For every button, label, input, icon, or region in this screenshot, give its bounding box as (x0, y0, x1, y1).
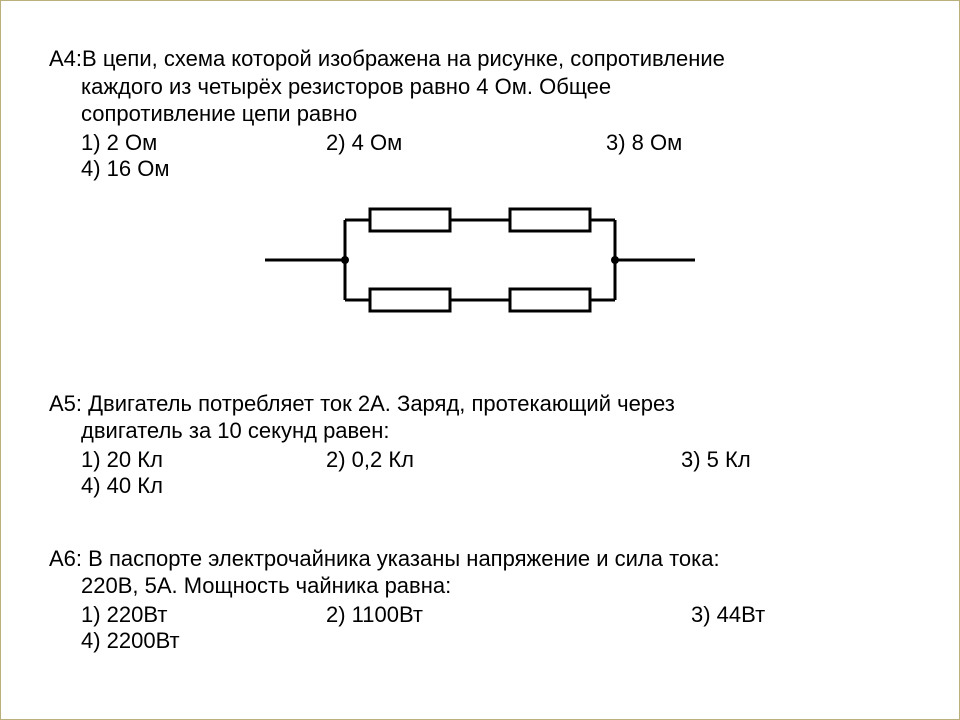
option-a4-3: 3) 8 Ом (606, 130, 861, 156)
option-a5-4: 4) 40 Кл (81, 473, 911, 499)
spacer-2 (49, 519, 911, 545)
question-a4-line1: В цепи, схема которой изображена на рису… (82, 46, 725, 71)
question-a4-text: А4:В цепи, схема которой изображена на р… (49, 45, 911, 128)
question-a4: А4:В цепи, схема которой изображена на р… (49, 45, 911, 320)
resistor-top-1 (370, 209, 450, 231)
question-a4-line3: сопротивление цепи равно (49, 100, 911, 128)
question-a6-line1: В паспорте электрочайника указаны напряж… (88, 546, 719, 571)
option-a6-2: 2) 1100Вт (326, 602, 691, 628)
question-a5-options: 1) 20 Кл 2) 0,2 Кл 3) 5 Кл 4) 40 Кл (49, 447, 911, 499)
option-a4-1: 1) 2 Ом (81, 130, 326, 156)
spacer-1 (49, 350, 911, 390)
question-a5: А5: Двигатель потребляет ток 2А. Заряд, … (49, 390, 911, 499)
question-a6-text: А6: В паспорте электрочайника указаны на… (49, 545, 911, 600)
question-a5-label: А5: (49, 391, 82, 416)
question-a4-options: 1) 2 Ом 2) 4 Ом 3) 8 Ом 4) 16 Ом (49, 130, 911, 182)
question-a6-line2: 220В, 5А. Мощность чайника равна: (49, 572, 911, 600)
question-a4-label: А4: (49, 46, 82, 71)
question-a5-line2: двигатель за 10 секунд равен: (49, 417, 911, 445)
option-a6-4: 4) 2200Вт (81, 628, 911, 654)
option-a6-3: 3) 44Вт (691, 602, 765, 628)
resistor-bot-2 (510, 289, 590, 311)
resistor-top-2 (510, 209, 590, 231)
circuit-svg (265, 200, 695, 320)
question-a6: А6: В паспорте электрочайника указаны на… (49, 545, 911, 654)
page: А4:В цепи, схема которой изображена на р… (0, 0, 960, 720)
option-a5-2: 2) 0,2 Кл (326, 447, 681, 473)
question-a5-text: А5: Двигатель потребляет ток 2А. Заряд, … (49, 390, 911, 445)
circuit-diagram (49, 200, 911, 320)
option-a5-1: 1) 20 Кл (81, 447, 326, 473)
option-a4-4: 4) 16 Ом (81, 156, 170, 182)
resistor-bot-1 (370, 289, 450, 311)
option-a5-3: 3) 5 Кл (681, 447, 751, 473)
question-a4-line2: каждого из четырёх резисторов равно 4 Ом… (49, 73, 911, 101)
option-a6-1: 1) 220Вт (81, 602, 326, 628)
question-a6-label: А6: (49, 546, 82, 571)
option-a4-2: 2) 4 Ом (326, 130, 606, 156)
question-a5-line1: Двигатель потребляет ток 2А. Заряд, прот… (88, 391, 675, 416)
question-a6-options: 1) 220Вт 2) 1100Вт 3) 44Вт 4) 2200Вт (49, 602, 911, 654)
